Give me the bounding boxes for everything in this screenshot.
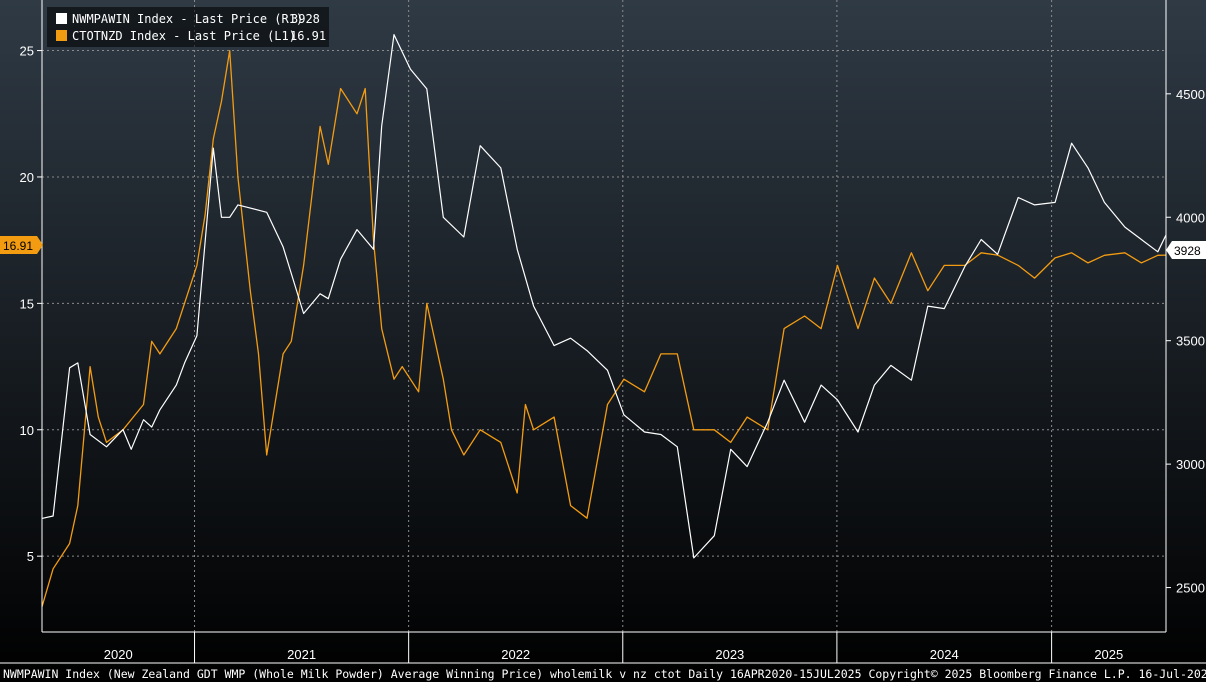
x-tick-label: 2021 <box>287 647 316 662</box>
right-tick-label: 3500 <box>1176 334 1205 349</box>
legend-swatch-orange <box>56 30 67 41</box>
legend-label-orange: CTOTNZD Index - Last Price (L1) <box>72 29 296 43</box>
right-tick-label: 4000 <box>1176 210 1205 225</box>
series-line-nwmpawin <box>41 33 1167 559</box>
series-line-ctotnzd <box>41 49 1167 607</box>
right-last-value-tag <box>1166 241 1206 259</box>
right-tick-label: 3000 <box>1176 457 1205 472</box>
left-tick-label: 20 <box>20 170 34 185</box>
series-layer <box>41 33 1167 607</box>
left-tick-label: 10 <box>20 423 34 438</box>
legend-box <box>47 7 329 47</box>
right-tick-label: 4500 <box>1176 87 1205 102</box>
left-tick-label: 25 <box>20 44 34 59</box>
x-tick-label: 2024 <box>930 647 959 662</box>
right-tick-label: 2500 <box>1176 581 1205 596</box>
x-tick-label: 2025 <box>1094 647 1123 662</box>
legend-value-orange: 16.91 <box>290 29 326 43</box>
right-last-value-text: 3928 <box>1174 244 1201 258</box>
legend-swatch-white <box>56 13 67 24</box>
x-tick-label: 2020 <box>104 647 133 662</box>
legend-value-white: 3928 <box>291 12 320 26</box>
footer-caption: NWMPAWIN Index (New Zealand GDT WMP (Who… <box>3 667 1206 681</box>
left-last-value-text: 16.91 <box>3 239 33 253</box>
left-tick-label: 5 <box>27 549 34 564</box>
legend: NWMPAWIN Index - Last Price (R1) 3928 CT… <box>47 7 329 47</box>
grid <box>42 0 1166 632</box>
last-value-tags: 16.91 3928 <box>0 236 1206 259</box>
x-tick-label: 2022 <box>501 647 530 662</box>
left-last-value-tag <box>0 236 43 254</box>
legend-label-white: NWMPAWIN Index - Last Price (R1) <box>72 12 303 26</box>
x-tick-label: 2023 <box>715 647 744 662</box>
left-tick-label: 15 <box>20 296 34 311</box>
